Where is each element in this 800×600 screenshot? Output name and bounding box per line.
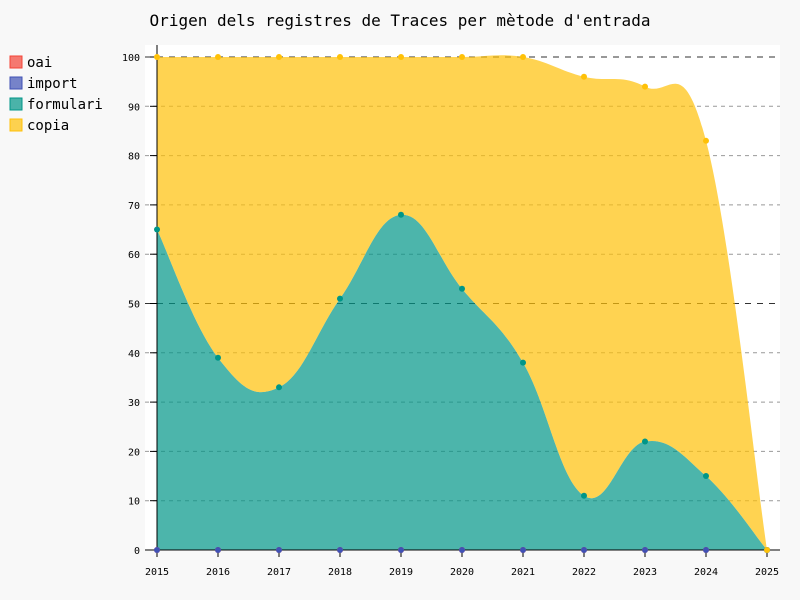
areas (157, 55, 767, 551)
y-tick-label: 20 (128, 447, 140, 458)
y-tick-label: 90 (128, 102, 140, 113)
point-formulari-2019 (398, 211, 404, 218)
point-formulari-2022 (581, 492, 587, 499)
y-tick-label: 40 (128, 349, 140, 360)
point-import-2023 (642, 547, 648, 553)
area-formulari (157, 214, 767, 550)
point-import-2020 (459, 547, 465, 553)
point-formulari-2021 (520, 359, 526, 366)
x-tick-label: 2020 (450, 567, 474, 578)
y-tick-label: 70 (128, 201, 140, 212)
point-import-2022 (581, 547, 587, 553)
point-import-2018 (337, 547, 343, 553)
x-tick-label: 2019 (389, 567, 413, 578)
legend-swatch-import (9, 76, 23, 90)
legend-swatch-oai (9, 55, 23, 69)
dots (154, 54, 770, 553)
point-import-2015 (154, 547, 160, 553)
legend-label-copia: copia (27, 118, 69, 134)
y-tick-label: 10 (128, 497, 140, 508)
x-tick-label: 2016 (206, 567, 230, 578)
y-tick-label: 60 (128, 250, 140, 261)
legend-swatch-formulari (9, 97, 23, 111)
point-formulari-2017 (276, 384, 282, 391)
x-tick-label: 2024 (694, 567, 718, 578)
x-tick-label: 2015 (145, 567, 169, 578)
point-copia-2023 (642, 83, 648, 90)
point-formulari-2023 (642, 438, 648, 445)
point-copia-2019 (398, 54, 404, 60)
point-import-2016 (215, 547, 221, 553)
point-copia-2015 (154, 54, 160, 60)
x-tick-label: 2021 (511, 567, 535, 578)
axes: 0 10 20 30 40 50 60 70 80 90 100 2015 2016 2017 2018 20… (122, 45, 780, 578)
point-formulari-2020 (459, 285, 465, 292)
point-formulari-2015 (154, 226, 160, 233)
legend: oai import formulari copia (9, 55, 103, 134)
point-copia-2024 (703, 137, 709, 144)
y-tick-label: 50 (128, 300, 140, 311)
point-copia-2016 (215, 54, 221, 60)
y-tick-label: 0 (134, 546, 140, 557)
legend-label-oai: oai (27, 55, 52, 71)
point-import-2024 (703, 547, 709, 553)
x-tick-label: 2018 (328, 567, 352, 578)
area-copia (157, 55, 767, 551)
point-import-2017 (276, 547, 282, 553)
point-import-2021 (520, 547, 526, 553)
y-tick-label: 80 (128, 152, 140, 163)
point-copia-2025 (764, 547, 770, 553)
x-tick-label: 2023 (633, 567, 657, 578)
legend-label-formulari: formulari (27, 97, 103, 113)
point-copia-2022 (581, 73, 587, 80)
x-tick-label: 2022 (572, 567, 596, 578)
point-copia-2017 (276, 54, 282, 60)
point-copia-2020 (459, 54, 465, 60)
chart-title: Origen dels registres de Traces per mèto… (150, 11, 651, 30)
y-tick-label: 100 (122, 53, 140, 64)
x-tick-label: 2025 (755, 567, 779, 578)
point-import-2019 (398, 547, 404, 553)
point-formulari-2018 (337, 295, 343, 302)
point-copia-2021 (520, 54, 526, 60)
x-tick-label: 2017 (267, 567, 291, 578)
legend-label-import: import (27, 76, 78, 92)
point-formulari-2024 (703, 473, 709, 480)
legend-swatch-copia (9, 118, 23, 132)
point-formulari-2016 (215, 354, 221, 361)
y-tick-label: 30 (128, 398, 140, 409)
point-copia-2018 (337, 54, 343, 60)
